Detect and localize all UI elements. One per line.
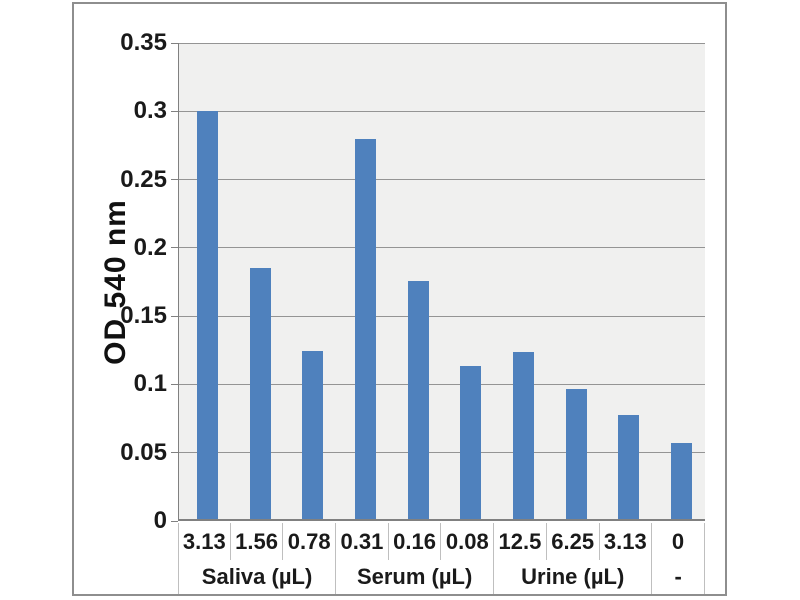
y-axis-tick-mark <box>171 383 178 385</box>
y-tick-label: 0.3 <box>133 97 167 125</box>
y-tick-label: 0.2 <box>133 233 167 261</box>
y-axis-tick-mark <box>171 452 178 454</box>
bar <box>407 281 429 519</box>
bar <box>618 415 640 519</box>
gridline <box>179 383 705 385</box>
bar <box>249 267 271 519</box>
x-tick-label: 0.31 <box>336 523 389 560</box>
gridline <box>179 315 705 317</box>
gridline <box>179 42 705 44</box>
x-group-label: Urine (µL) <box>494 560 653 594</box>
x-axis-value-row: 3.13 1.56 0.78 0.31 0.16 0.08 12.5 6.25 3.13 0 <box>178 523 705 560</box>
y-tick-label: 0.1 <box>133 370 167 398</box>
bar <box>671 442 693 519</box>
y-tick-label: 0.05 <box>120 438 167 466</box>
x-tick-label: 3.13 <box>178 523 231 560</box>
x-tick-label: 3.13 <box>600 523 653 560</box>
y-tick-label: 0 <box>153 507 167 534</box>
y-axis-tick-mark <box>171 110 178 112</box>
x-tick-label: 0.78 <box>283 523 337 560</box>
y-axis-tick-mark <box>171 247 178 249</box>
x-tick-label: 6.25 <box>547 523 600 560</box>
bar <box>513 352 535 519</box>
y-axis-tick-mark <box>171 42 178 44</box>
bar <box>196 110 218 519</box>
bar <box>302 351 324 519</box>
y-tick-label: 0.25 <box>120 165 167 193</box>
x-group-label: Serum (µL) <box>336 560 495 594</box>
plot-area <box>178 42 705 521</box>
x-axis-label-area: 3.13 1.56 0.78 0.31 0.16 0.08 12.5 6.25 3.13 0 Sa… <box>178 523 705 594</box>
gridline <box>179 110 705 112</box>
y-axis-title: OD 540 nm <box>99 199 132 365</box>
bar <box>460 366 482 519</box>
x-axis-group-row: Saliva (µL) Serum (µL) Urine (µL) - <box>178 560 705 594</box>
y-axis-tick-mark <box>171 520 178 522</box>
gridline <box>179 452 705 454</box>
y-axis-tick-mark <box>171 179 178 181</box>
x-tick-label: 0 <box>652 523 705 560</box>
x-group-label: Saliva (µL) <box>178 560 337 594</box>
chart-frame: OD 540 nm 0 0.05 0.1 0.15 0.2 0.25 0.3 0.35 3.1… <box>72 2 727 596</box>
bar <box>565 389 587 519</box>
x-tick-label: 12.5 <box>494 523 547 560</box>
x-tick-label: 1.56 <box>231 523 284 560</box>
y-tick-label: 0.15 <box>120 302 167 330</box>
bar <box>354 139 376 519</box>
gridline <box>179 247 705 249</box>
y-tick-label: 0.35 <box>120 29 167 56</box>
x-tick-label: 0.16 <box>389 523 442 560</box>
y-axis-tick-mark <box>171 315 178 317</box>
x-group-label: - <box>652 560 705 594</box>
gridline <box>179 179 705 181</box>
x-tick-label: 0.08 <box>441 523 495 560</box>
